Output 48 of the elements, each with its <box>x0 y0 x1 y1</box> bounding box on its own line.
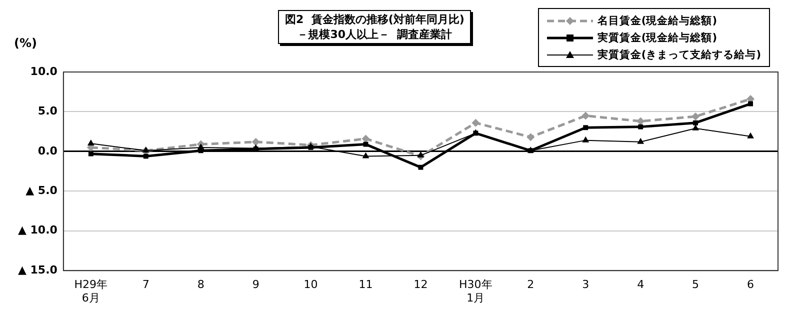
x-tick-label: 12 <box>414 278 428 292</box>
point <box>472 118 480 127</box>
y-tick-label: ▲ 5.0 <box>26 184 58 198</box>
y-axis-title: (%) <box>14 36 37 50</box>
legend-label: 実質賃金(きまって支給する給与) <box>597 48 761 62</box>
point <box>747 132 754 138</box>
point <box>418 164 424 170</box>
y-tick-label: ▲ 10.0 <box>18 224 58 237</box>
point <box>637 138 644 144</box>
point <box>252 144 260 150</box>
x-tick-label: 5 <box>692 278 700 292</box>
x-tick-label: 11 <box>358 278 373 292</box>
point <box>363 142 368 147</box>
x-tick-label: 7 <box>142 278 150 292</box>
chart-title: 図2 賃金指数の推移(対前年同月比) －規模30人以上－ 調査産業計 <box>278 10 472 44</box>
y-tick-label: 5.0 <box>38 104 58 118</box>
point <box>526 133 535 142</box>
x-tick-label: 9 <box>252 278 260 292</box>
point <box>693 120 698 126</box>
x-tick-label: 2 <box>527 278 534 292</box>
x-tick-label: 6 <box>747 278 754 292</box>
point <box>87 139 94 146</box>
point <box>362 152 370 158</box>
y-tick-label: 0.0 <box>38 144 58 158</box>
x-tick-label: 10 <box>304 278 318 292</box>
point <box>197 143 204 150</box>
point <box>638 124 644 130</box>
point <box>692 112 700 120</box>
point <box>582 136 590 142</box>
point <box>583 125 588 130</box>
legend-label: 名目賃金(現金給与総額) <box>597 14 717 28</box>
x-tick-label: 4 <box>637 278 644 292</box>
x-tick-label: H30年 1月 <box>459 278 492 304</box>
y-tick-label: 10.0 <box>30 64 58 78</box>
point <box>88 151 94 156</box>
x-tick-label: H29年 6月 <box>74 278 108 304</box>
point <box>252 138 260 146</box>
point <box>417 151 424 158</box>
point <box>582 112 590 120</box>
legend-label: 実質賃金(現金給与総額) <box>597 30 717 44</box>
y-tick-label: ▲ 15.0 <box>18 263 58 276</box>
point <box>143 154 148 159</box>
point <box>748 101 753 106</box>
x-tick-label: 3 <box>582 278 590 292</box>
point <box>362 134 370 143</box>
point <box>692 124 700 130</box>
point <box>636 117 645 126</box>
x-tick-label: 8 <box>197 278 204 292</box>
